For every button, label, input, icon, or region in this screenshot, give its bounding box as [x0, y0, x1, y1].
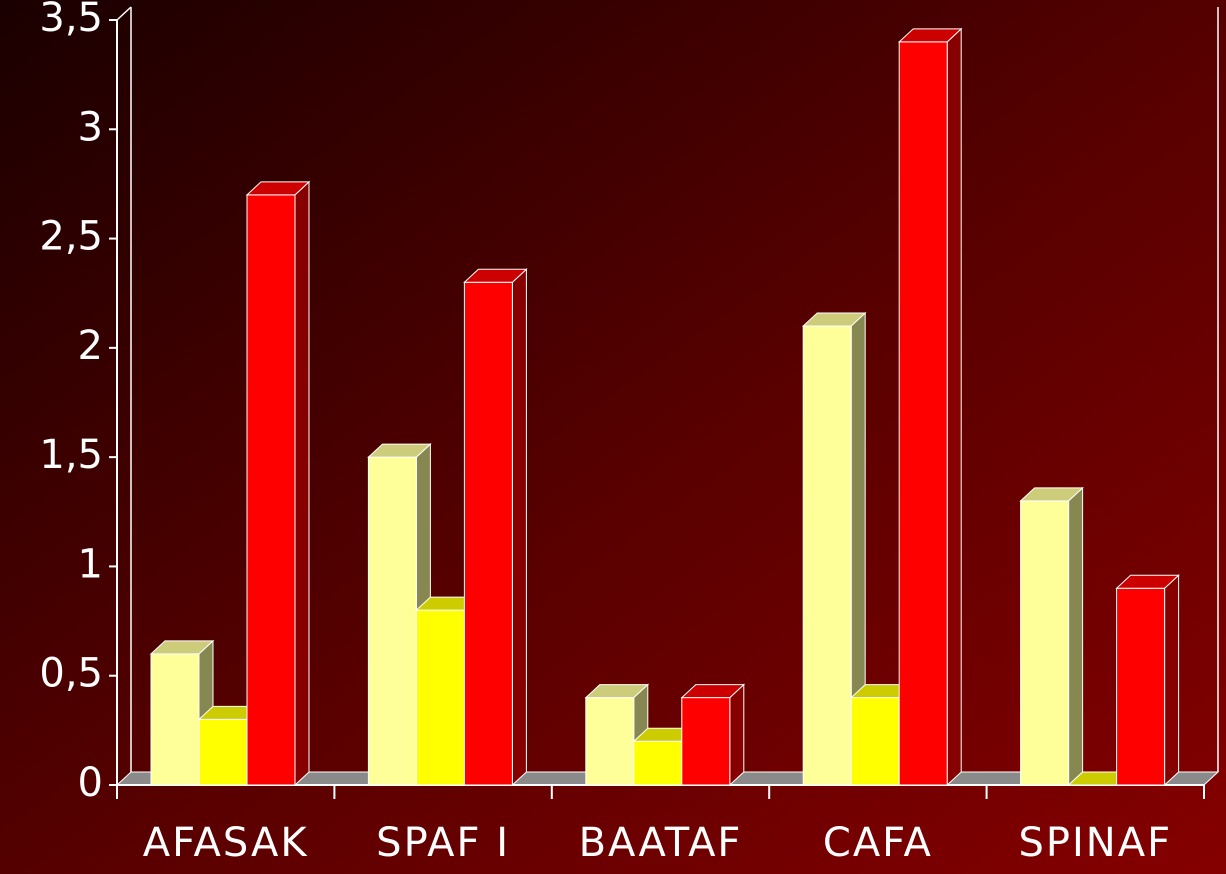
bar	[1116, 587, 1166, 786]
x-tick-label: SPINAF	[1018, 820, 1172, 866]
x-tick-label: SPAF I	[376, 820, 510, 866]
y-tick-label: 3,5	[39, 0, 103, 41]
y-tick-label: 0	[78, 760, 103, 806]
bar-top	[1019, 487, 1084, 502]
y-tick-label: 1,5	[39, 432, 103, 478]
bar-side	[294, 180, 310, 787]
bar-top	[897, 28, 963, 43]
bar	[367, 456, 417, 786]
bar	[415, 609, 465, 786]
y-axis	[116, 6, 132, 21]
x-tick-label: CAFA	[823, 820, 933, 866]
bar-top	[680, 684, 746, 699]
x-tick-label: AFASAK	[143, 820, 309, 866]
bar	[463, 281, 513, 786]
bar-top	[1115, 574, 1180, 589]
bar-side	[1164, 574, 1180, 787]
bar	[1020, 500, 1070, 786]
bar-side	[946, 27, 962, 787]
x-tick-label: BAATAF	[579, 820, 743, 866]
bar	[246, 194, 296, 786]
bar	[150, 653, 200, 786]
y-tick-label: 2,5	[39, 214, 103, 260]
bar	[898, 41, 948, 786]
bar-top	[584, 684, 650, 699]
bar	[198, 718, 248, 786]
bar-top	[367, 443, 432, 458]
y-tick-label: 3	[78, 104, 103, 150]
bar-top	[463, 268, 528, 283]
bar-top	[149, 640, 215, 655]
bar	[681, 697, 731, 786]
bar	[633, 740, 683, 786]
y-tick-label: 1	[78, 541, 103, 587]
y-tick-label: 2	[78, 323, 103, 369]
bar-top	[245, 181, 311, 196]
bar-side	[729, 683, 745, 787]
bar	[850, 697, 900, 786]
bar-top	[801, 312, 867, 327]
bar-side	[511, 268, 527, 787]
bar	[585, 697, 635, 786]
bar	[802, 325, 852, 786]
y-tick-label: 0,5	[39, 651, 103, 697]
bar-side	[1068, 486, 1084, 787]
